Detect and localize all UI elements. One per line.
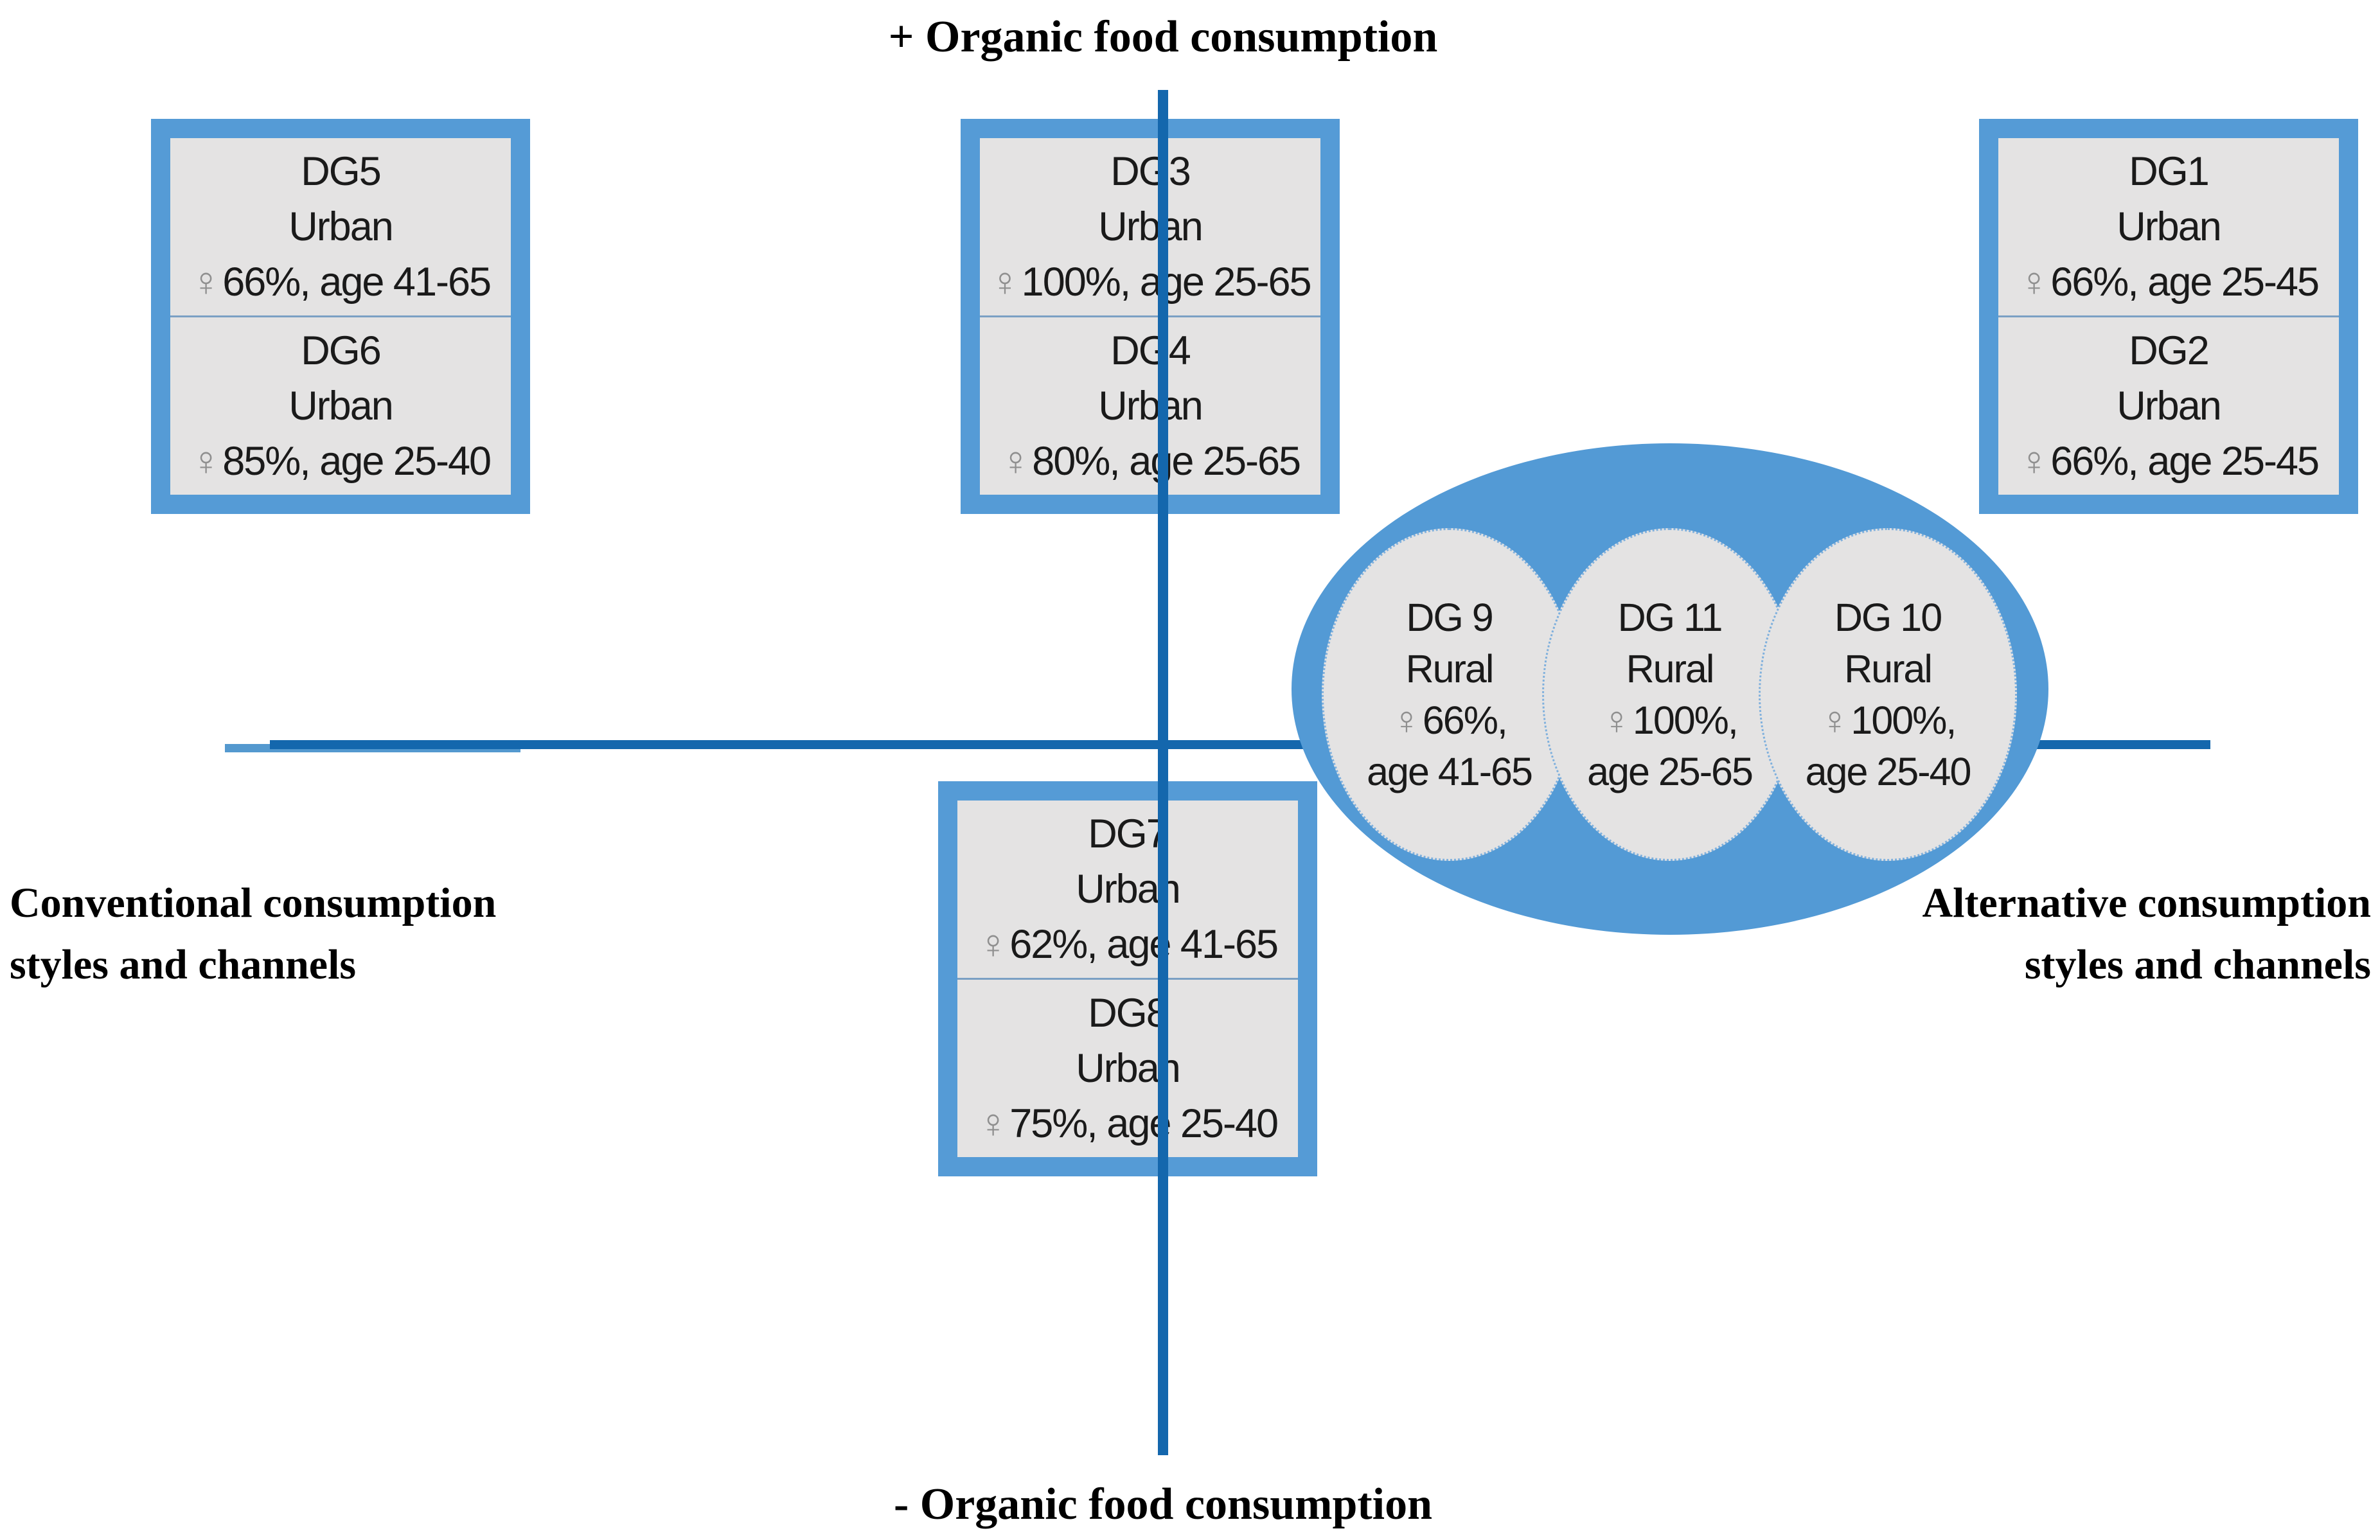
- group-name: DG 11: [1617, 596, 1723, 639]
- group-stats-line: ♀66%, age 25-45: [2018, 434, 2320, 489]
- group-area: Rural: [1626, 647, 1715, 691]
- group-pct: 100%,: [1632, 698, 1739, 742]
- group-name: DG8: [1088, 991, 1169, 1036]
- group-stats: 66%, age 41-65: [222, 260, 492, 305]
- demographic-group-dg2: DG2 Urban ♀66%, age 25-45: [1998, 315, 2339, 495]
- axis-label-conventional: Conventional consumption styles and chan…: [10, 872, 496, 996]
- group-name: DG 9: [1406, 596, 1493, 639]
- female-symbol: ♀: [190, 439, 221, 484]
- group-stats: 85%, age 25-40: [222, 439, 492, 484]
- group-area: Urban: [2117, 384, 2222, 429]
- group-age: age 25-40: [1805, 750, 1972, 793]
- group-stats-line: ♀66%, age 25-45: [2018, 254, 2320, 310]
- axis-label-conventional-line2: styles and channels: [10, 941, 357, 988]
- group-stats-line: ♀66%,: [1392, 695, 1508, 746]
- group-stats-line: ♀100%, age 25-65: [990, 254, 1311, 310]
- demographic-group-dg6: DG6 Urban ♀85%, age 25-40: [170, 315, 511, 495]
- axis-label-alternative-line1: Alternative consumption: [1922, 880, 2371, 926]
- female-symbol: ♀: [977, 922, 1008, 967]
- group-box-dg1-dg2: DG1 Urban ♀66%, age 25-45 DG2 Urban ♀66%…: [1979, 119, 2358, 514]
- group-age: age 25-65: [1587, 750, 1754, 793]
- group-area: Urban: [1098, 204, 1203, 249]
- group-name: DG6: [301, 328, 382, 373]
- axis-label-alternative: Alternative consumption styles and chann…: [1728, 872, 2371, 996]
- group-stats: 66%, age 25-45: [2050, 439, 2320, 484]
- group-box-dg5-dg6: DG5 Urban ♀66%, age 41-65 DG6 Urban ♀85%…: [151, 119, 530, 514]
- demographic-group-dg3: DG3 Urban ♀100%, age 25-65: [980, 138, 1320, 315]
- group-stats: 62%, age 41-65: [1009, 922, 1279, 967]
- group-box-inner: DG1 Urban ♀66%, age 25-45 DG2 Urban ♀66%…: [1998, 138, 2339, 495]
- group-stats: 75%, age 25-40: [1009, 1101, 1279, 1146]
- group-stats: 66%, age 25-45: [2050, 260, 2320, 305]
- group-area: Rural: [1405, 647, 1495, 691]
- group-box-inner: DG3 Urban ♀100%, age 25-65 DG4 Urban ♀80…: [980, 138, 1320, 495]
- group-stats-line: ♀80%, age 25-65: [1000, 434, 1301, 489]
- female-symbol: ♀: [2018, 260, 2049, 305]
- female-symbol: ♀: [1820, 698, 1850, 742]
- group-stats-line: ♀66%, age 41-65: [190, 254, 492, 310]
- group-stats-line: ♀85%, age 25-40: [190, 434, 492, 489]
- group-box-inner: DG5 Urban ♀66%, age 41-65 DG6 Urban ♀85%…: [170, 138, 511, 495]
- demographic-group-dg10: DG 10 Rural ♀100%, age 25-40: [1759, 528, 2017, 861]
- demographic-group-dg5: DG5 Urban ♀66%, age 41-65: [170, 138, 511, 315]
- group-pct: 100%,: [1851, 698, 1957, 742]
- group-stats-line: ♀75%, age 25-40: [977, 1096, 1279, 1151]
- group-area: Rural: [1844, 647, 1933, 691]
- group-name: DG3: [1110, 149, 1191, 194]
- group-stats-line: ♀100%,: [1820, 695, 1957, 746]
- group-name: DG 10: [1834, 596, 1942, 639]
- group-stats-line: ♀100%,: [1602, 695, 1739, 746]
- demographic-group-dg8: DG8 Urban ♀75%, age 25-40: [957, 978, 1298, 1157]
- female-symbol: ♀: [1392, 698, 1421, 742]
- group-name: DG5: [301, 149, 382, 194]
- axis-label-organic-plus: + Organic food consumption: [888, 12, 1438, 62]
- female-symbol: ♀: [1000, 439, 1031, 484]
- female-symbol: ♀: [1602, 698, 1631, 742]
- vertical-axis-line: [1158, 90, 1168, 1455]
- demographic-group-dg1: DG1 Urban ♀66%, age 25-45: [1998, 138, 2339, 315]
- group-area: Urban: [2117, 204, 2222, 249]
- demographic-group-dg4: DG4 Urban ♀80%, age 25-65: [980, 315, 1320, 495]
- group-box-dg3-dg4: DG3 Urban ♀100%, age 25-65 DG4 Urban ♀80…: [961, 119, 1340, 514]
- group-name: DG2: [2129, 328, 2210, 373]
- group-box-inner: DG7 Urban ♀62%, age 41-65 DG8 Urban ♀75%…: [957, 801, 1298, 1157]
- group-box-dg7-dg8: DG7 Urban ♀62%, age 41-65 DG8 Urban ♀75%…: [938, 781, 1317, 1176]
- group-name: DG1: [2129, 149, 2210, 194]
- axis-label-alternative-line2: styles and channels: [2024, 941, 2371, 988]
- female-symbol: ♀: [2018, 439, 2049, 484]
- demographic-group-dg9: DG 9 Rural ♀66%, age 41-65: [1322, 528, 1577, 861]
- female-symbol: ♀: [990, 260, 1020, 305]
- axis-label-organic-minus: - Organic food consumption: [893, 1480, 1433, 1529]
- female-symbol: ♀: [190, 260, 221, 305]
- group-stats-line: ♀62%, age 41-65: [977, 917, 1279, 972]
- female-symbol: ♀: [977, 1101, 1008, 1146]
- group-name: DG4: [1110, 328, 1191, 373]
- demographic-group-dg7: DG7 Urban ♀62%, age 41-65: [957, 801, 1298, 978]
- group-area: Urban: [289, 384, 394, 429]
- group-name: DG7: [1088, 811, 1169, 856]
- group-age: age 41-65: [1367, 750, 1533, 793]
- group-pct: 66%,: [1422, 698, 1508, 742]
- axis-label-conventional-line1: Conventional consumption: [10, 880, 497, 926]
- group-area: Urban: [289, 204, 394, 249]
- group-area: Urban: [1098, 384, 1203, 429]
